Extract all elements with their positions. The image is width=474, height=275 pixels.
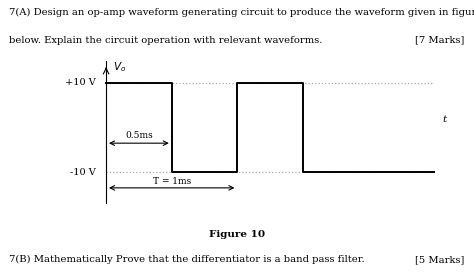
Text: Figure 10: Figure 10: [209, 230, 265, 239]
Text: 0.5ms: 0.5ms: [125, 131, 153, 140]
Text: T = 1ms: T = 1ms: [153, 177, 191, 186]
Text: -10 V: -10 V: [70, 168, 96, 177]
Text: 7(B) Mathematically Prove that the differentiator is a band pass filter.: 7(B) Mathematically Prove that the diffe…: [9, 255, 365, 264]
Text: +10 V: +10 V: [65, 78, 96, 87]
Text: below. Explain the circuit operation with relevant waveforms.: below. Explain the circuit operation wit…: [9, 36, 323, 45]
Text: 7(A) Design an op-amp waveform generating circuit to produce the waveform given : 7(A) Design an op-amp waveform generatin…: [9, 8, 474, 17]
Text: [7 Marks]: [7 Marks]: [415, 36, 465, 45]
Text: [5 Marks]: [5 Marks]: [415, 255, 465, 264]
Text: $V_o$: $V_o$: [113, 60, 126, 74]
Text: t: t: [442, 115, 446, 124]
